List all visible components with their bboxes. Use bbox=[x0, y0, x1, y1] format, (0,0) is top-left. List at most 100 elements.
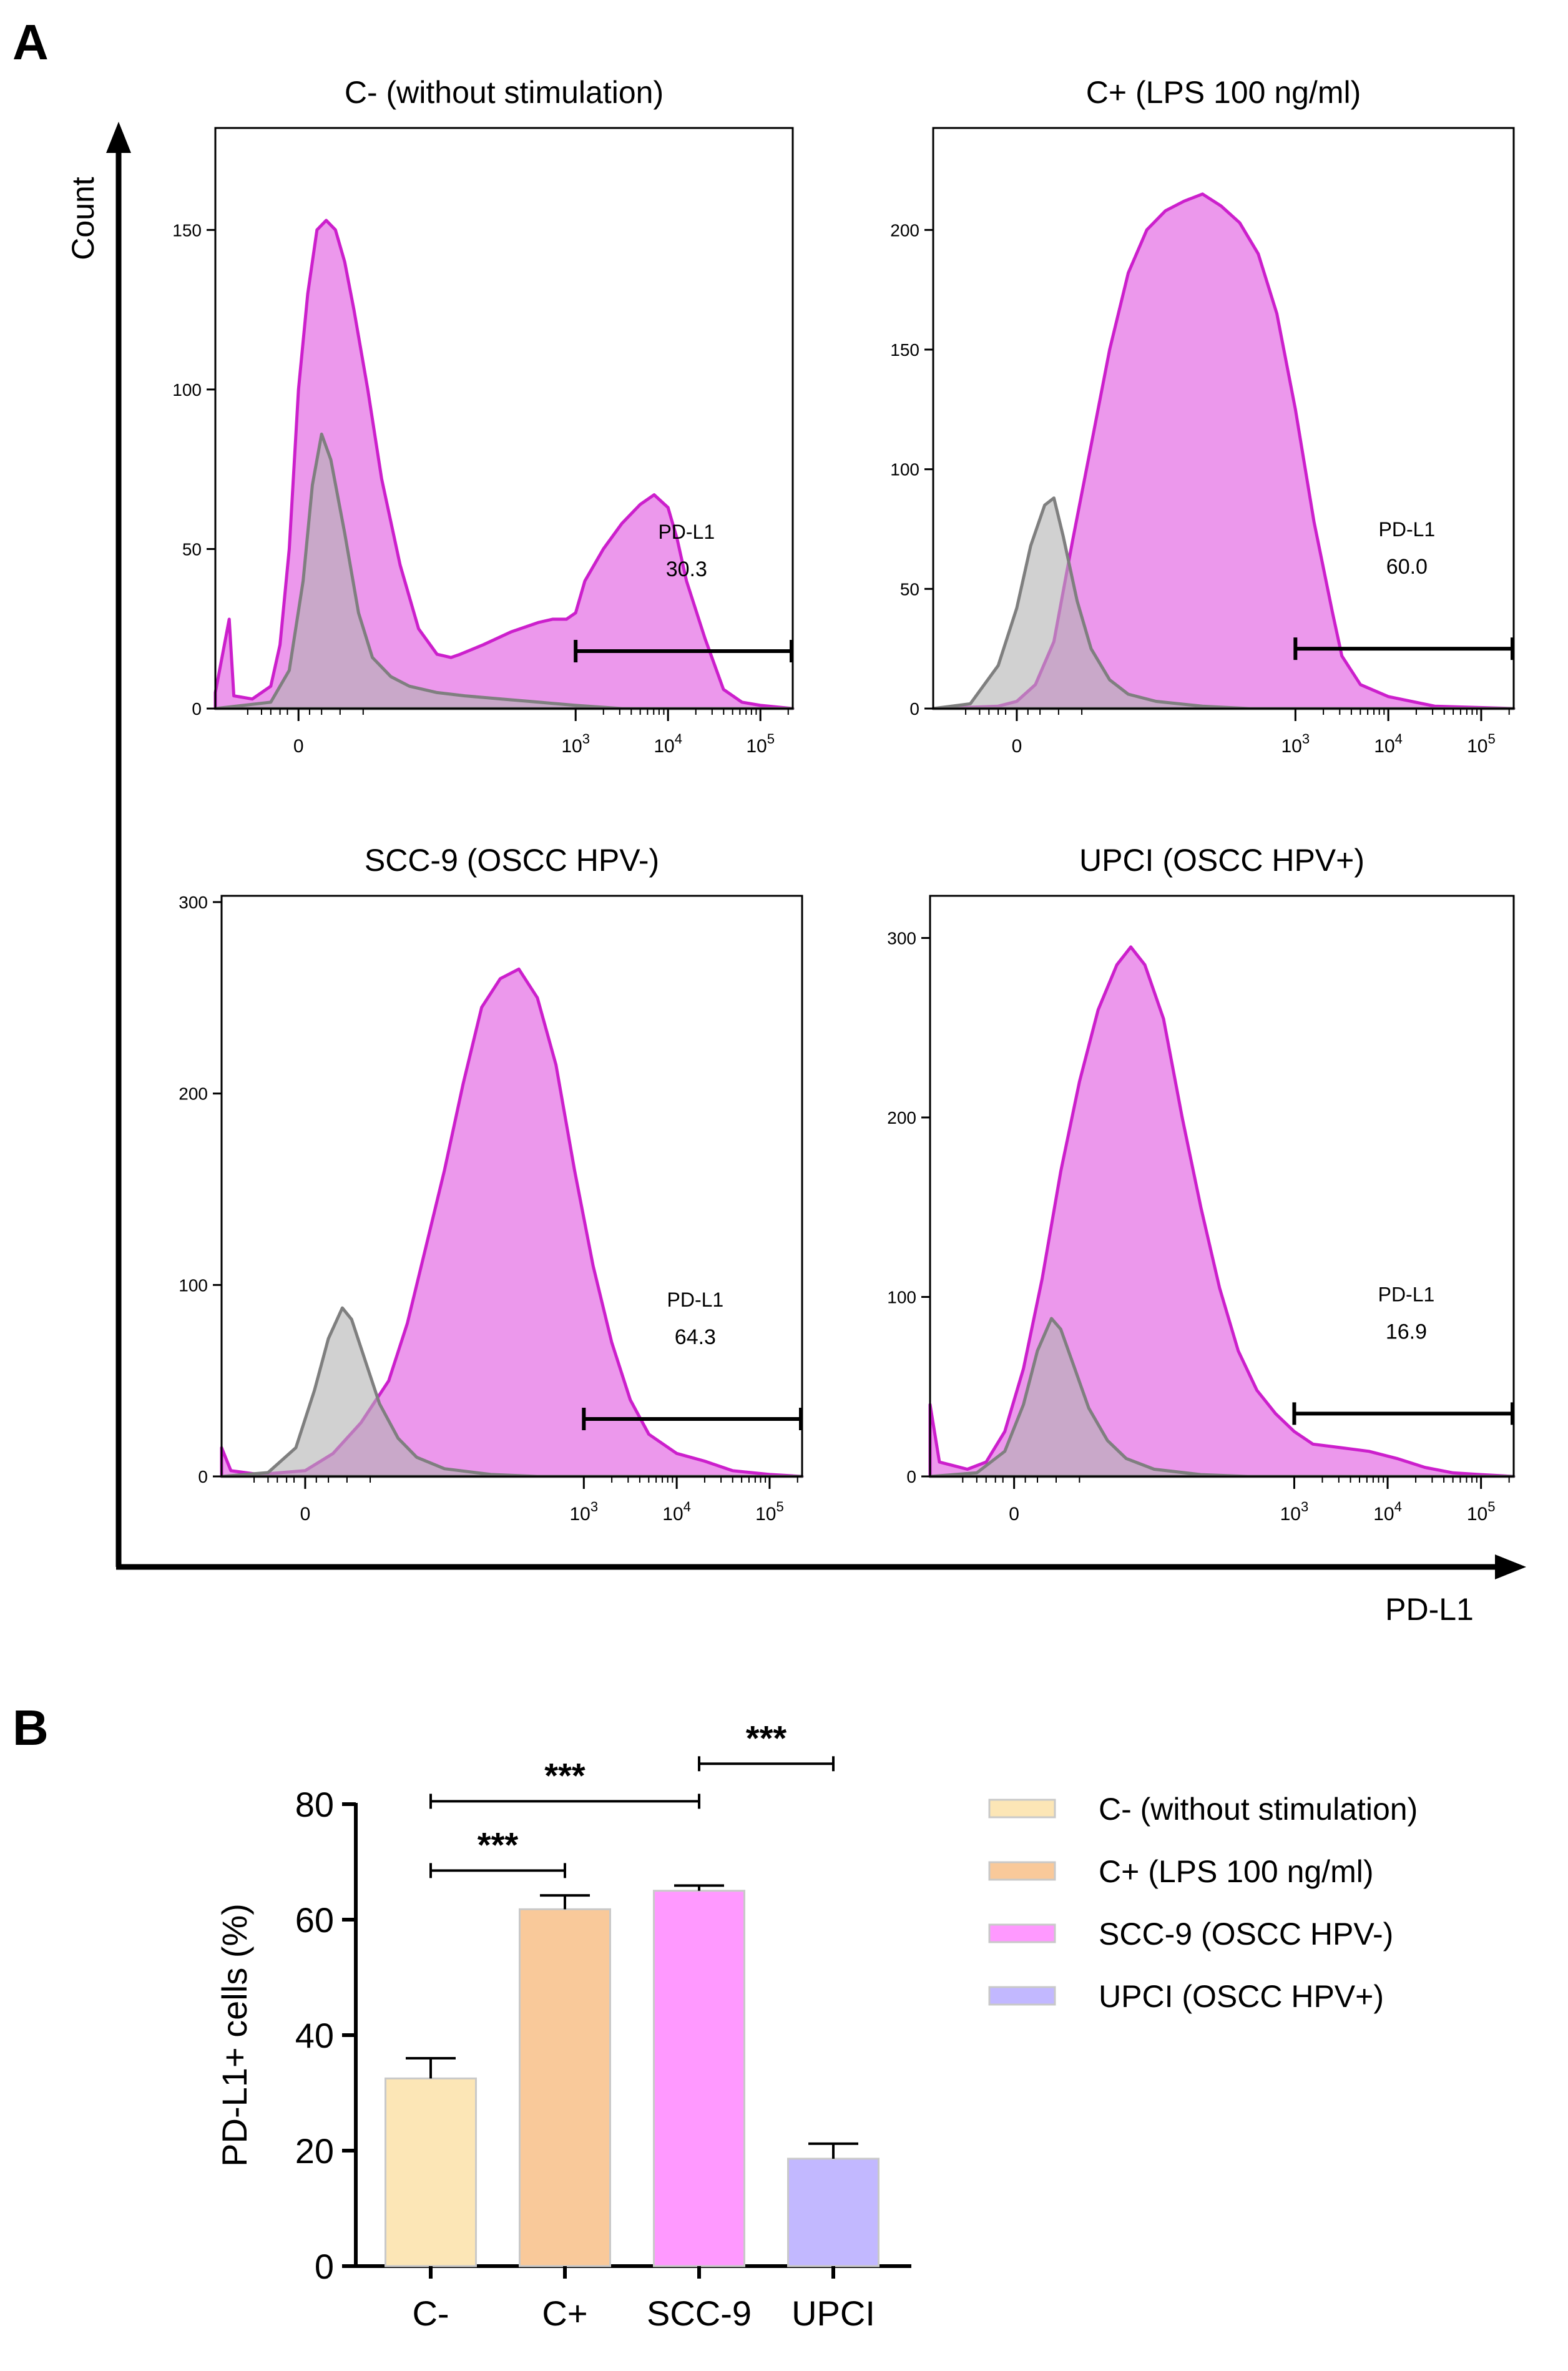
legend-swatch bbox=[988, 1923, 1056, 1943]
tick-exponent: 4 bbox=[1394, 1499, 1402, 1514]
histogram-frame bbox=[932, 127, 1515, 710]
tick-base: 10 bbox=[654, 736, 674, 757]
histogram-y-tick-label: 0 bbox=[192, 699, 202, 719]
histogram-isotype-series bbox=[220, 1306, 804, 1478]
significance-label: *** bbox=[544, 1755, 586, 1795]
panel-a-y-arrow bbox=[106, 122, 131, 153]
histogram-title: SCC-9 (OSCC HPV-) bbox=[365, 843, 659, 878]
histogram-y-tick-label: 150 bbox=[890, 340, 919, 360]
panel-a-x-label: PD-L1 bbox=[1385, 1592, 1474, 1627]
bar-y-axis-label: PD-L1+ cells (%) bbox=[215, 1903, 254, 2167]
significance-label: *** bbox=[478, 1825, 519, 1864]
legend-label: UPCI (OSCC HPV+) bbox=[1099, 1979, 1384, 2014]
tick-exponent: 4 bbox=[684, 1499, 691, 1514]
histogram-y-tick-label: 150 bbox=[172, 220, 202, 240]
panel-b-label: B bbox=[12, 1700, 49, 1755]
histogram-title: C- (without stimulation) bbox=[345, 75, 664, 110]
tick-base: 10 bbox=[1467, 736, 1487, 757]
histogram-x-tick-label: 0 bbox=[293, 736, 304, 757]
legend-label: C- (without stimulation) bbox=[1099, 1792, 1418, 1827]
histogram-x-tick-label: 0 bbox=[1012, 736, 1022, 757]
legend-swatch bbox=[988, 1986, 1056, 2006]
panel-a-x-arrow bbox=[1495, 1554, 1526, 1579]
bar bbox=[653, 1890, 745, 2267]
bar-x-tick-label: SCC-9 bbox=[647, 2294, 752, 2333]
tick-exponent: 3 bbox=[582, 731, 590, 747]
tick-base: 10 bbox=[1373, 1504, 1394, 1524]
panel-a-label: A bbox=[12, 14, 49, 70]
bar bbox=[385, 2077, 477, 2267]
histogram-x-tick-label: 104 bbox=[1373, 1499, 1402, 1524]
bar-chart-pdl1: 0 20 40 60 80 PD-L1+ cells (%) C- C+ SCC-9 UPCI **… bbox=[215, 1718, 1418, 2333]
bar-y-tick-label: 20 bbox=[295, 2131, 334, 2171]
panel-a-y-label: Count bbox=[66, 177, 100, 260]
histogram-title: UPCI (OSCC HPV+) bbox=[1079, 843, 1365, 878]
histogram-y-tick-label: 100 bbox=[890, 460, 919, 479]
tick-exponent: 3 bbox=[1302, 731, 1310, 747]
tick-exponent: 5 bbox=[767, 731, 775, 747]
tick-base: 10 bbox=[561, 736, 582, 757]
legend-label: C+ (LPS 100 ng/ml) bbox=[1099, 1854, 1373, 1889]
histogram-frame bbox=[929, 895, 1515, 1478]
histogram-y-tick-label: 0 bbox=[909, 699, 919, 719]
tick-base: 10 bbox=[1280, 1504, 1301, 1524]
gate-value: 64.3 bbox=[675, 1325, 716, 1349]
histogram-x-tick-label: 105 bbox=[755, 1499, 784, 1524]
histogram-title: C+ (LPS 100 ng/ml) bbox=[1086, 75, 1361, 110]
tick-exponent: 4 bbox=[675, 731, 682, 747]
tick-exponent: 3 bbox=[1301, 1499, 1308, 1514]
histogram-x-tick-label: 105 bbox=[1467, 1499, 1496, 1524]
histogram-stained-series bbox=[213, 218, 795, 710]
legend-swatch bbox=[988, 1799, 1056, 1819]
histogram-y-tick-label: 300 bbox=[887, 929, 916, 948]
gate-value: 30.3 bbox=[666, 557, 707, 581]
histogram-x-tick-label: 103 bbox=[1281, 731, 1310, 757]
legend-swatch bbox=[988, 1861, 1056, 1881]
histogram-y-tick-label: 200 bbox=[887, 1108, 916, 1127]
tick-base: 10 bbox=[755, 1504, 776, 1524]
tick-base: 10 bbox=[1467, 1504, 1487, 1524]
bar bbox=[787, 2157, 880, 2267]
histogram-isotype-series bbox=[931, 496, 1516, 710]
tick-base: 10 bbox=[1374, 736, 1394, 757]
legend-label: SCC-9 (OSCC HPV-) bbox=[1099, 1917, 1393, 1951]
histogram-y-tick-label: 200 bbox=[890, 220, 919, 240]
histogram-y-tick-label: 200 bbox=[179, 1084, 208, 1104]
histogram-y-tick-label: 100 bbox=[179, 1275, 208, 1295]
bar bbox=[519, 1908, 611, 2267]
bar-x-tick-label: C- bbox=[412, 2294, 449, 2333]
histogram-x-tick-label: 104 bbox=[1374, 731, 1403, 757]
bar-x-tick-label: UPCI bbox=[791, 2294, 875, 2333]
histogram-isotype-series bbox=[213, 432, 795, 710]
histogram-x-tick-label: 0 bbox=[1009, 1504, 1019, 1524]
histogram-x-tick-label: 103 bbox=[1280, 1499, 1309, 1524]
significance-label: *** bbox=[746, 1718, 787, 1757]
histogram-stained-series bbox=[928, 945, 1516, 1478]
histogram-x-tick-label: 105 bbox=[1467, 731, 1496, 757]
histogram-frame bbox=[220, 895, 803, 1478]
histogram-x-tick-label: 104 bbox=[654, 731, 682, 757]
histogram-x-tick-label: 0 bbox=[300, 1504, 311, 1524]
gate-label: PD-L1 bbox=[658, 521, 715, 543]
tick-exponent: 5 bbox=[776, 1499, 783, 1514]
tick-base: 10 bbox=[746, 736, 767, 757]
tick-exponent: 5 bbox=[1487, 1499, 1495, 1514]
histogram-x-tick-label: 103 bbox=[561, 731, 590, 757]
histogram-y-tick-label: 100 bbox=[172, 380, 202, 400]
gate-value: 60.0 bbox=[1386, 555, 1428, 579]
histogram-frame bbox=[214, 127, 794, 710]
gate-value: 16.9 bbox=[1386, 1320, 1427, 1343]
tick-exponent: 5 bbox=[1487, 731, 1495, 747]
histogram-x-tick-label: 103 bbox=[570, 1499, 599, 1524]
gate-label: PD-L1 bbox=[1378, 1283, 1435, 1305]
tick-exponent: 4 bbox=[1395, 731, 1403, 747]
histogram-x-tick-label: 105 bbox=[746, 731, 775, 757]
gate-label: PD-L1 bbox=[1379, 518, 1436, 541]
histogram-y-tick-label: 50 bbox=[900, 579, 919, 599]
histogram-y-tick-label: 50 bbox=[182, 539, 202, 559]
